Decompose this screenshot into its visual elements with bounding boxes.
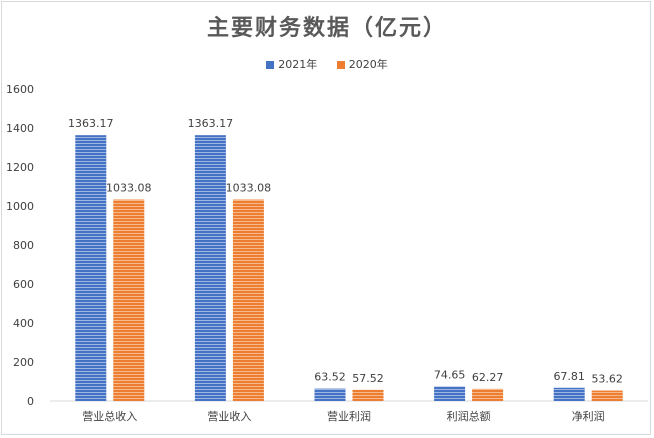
bar-2021	[194, 135, 226, 401]
y-tick-label: 200	[13, 356, 34, 369]
x-category-label: 营业收入	[207, 409, 251, 423]
legend-label-2021: 2021年	[278, 58, 318, 71]
data-label-2021: 63.52	[314, 371, 346, 384]
legend-swatch-2021	[266, 61, 275, 69]
bar-2021	[314, 388, 346, 401]
bar-2020	[232, 199, 264, 401]
legend-item-2021: 2021年	[266, 56, 317, 72]
y-tick-label: 1200	[6, 161, 34, 174]
y-tick-label: 0	[27, 395, 34, 408]
data-label-2020: 1033.08	[106, 182, 152, 195]
x-category-label: 净利润	[572, 409, 605, 423]
y-tick-label: 1400	[6, 122, 34, 135]
chart-title: 主要财务数据（亿元）	[206, 16, 447, 41]
legend-label-2020: 2020年	[348, 58, 388, 71]
data-label-2021: 74.65	[434, 368, 466, 381]
data-label-2021: 1363.17	[68, 117, 114, 130]
bar-2020	[113, 199, 145, 401]
bar-2021	[75, 135, 107, 401]
data-label-2020: 62.27	[472, 371, 504, 384]
legend-swatch-2020	[336, 61, 345, 69]
x-category-label: 利润总额	[447, 409, 491, 423]
x-category-label: 营业利润	[327, 409, 371, 423]
data-label-2021: 1363.17	[188, 117, 234, 130]
y-tick-label: 1000	[6, 200, 34, 213]
y-tick-label: 600	[13, 278, 34, 291]
bar-2021	[553, 387, 585, 401]
x-category-label: 营业总收入	[82, 409, 137, 423]
bar-2020	[472, 388, 504, 401]
legend-item-2020: 2020年	[336, 56, 388, 72]
y-tick-label: 1600	[6, 83, 34, 96]
data-label-2021: 67.81	[553, 370, 585, 383]
y-tick-label: 800	[13, 239, 34, 252]
bar-2021	[434, 386, 466, 401]
y-tick-label: 400	[13, 317, 34, 330]
data-label-2020: 1033.08	[226, 182, 272, 195]
data-label-2020: 57.52	[352, 372, 384, 385]
data-label-2020: 53.62	[591, 373, 623, 386]
bar-2020	[352, 389, 384, 401]
bar-2020	[591, 390, 623, 401]
legend: 2021年 2020年	[0, 56, 654, 72]
